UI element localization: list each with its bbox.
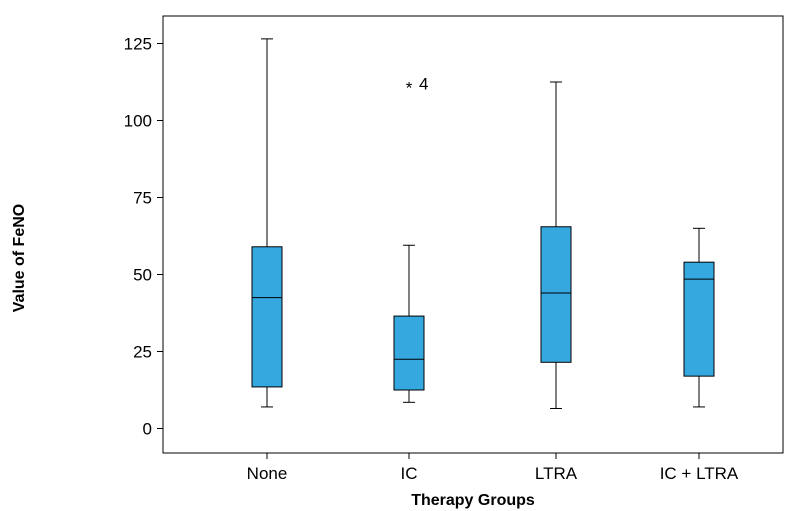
box-1 <box>393 244 425 403</box>
box-3 <box>683 227 715 408</box>
box-2 <box>540 81 572 409</box>
x-axis: None IC LTRA IC + LTRA <box>247 453 739 483</box>
y-tick-label-100: 100 <box>124 112 152 131</box>
x-tick-label-3: IC + LTRA <box>660 464 739 483</box>
outlier-marker-0: * <box>406 79 413 98</box>
box-series <box>251 38 715 409</box>
y-axis: 0 25 50 75 100 125 <box>124 35 163 439</box>
x-tick-label-1: IC <box>401 464 418 483</box>
y-tick-label-0: 0 <box>143 420 152 439</box>
box-iqr <box>393 315 425 391</box>
y-tick-label-50: 50 <box>133 266 152 285</box>
box-iqr <box>540 226 572 363</box>
box-iqr <box>683 261 715 377</box>
y-tick-label-25: 25 <box>133 343 152 362</box>
box-0 <box>251 38 283 408</box>
x-tick-label-2: LTRA <box>535 464 578 483</box>
y-tick-label-125: 125 <box>124 35 152 54</box>
x-tick-label-0: None <box>247 464 288 483</box>
y-tick-label-75: 75 <box>133 189 152 208</box>
box-iqr <box>251 246 283 388</box>
y-axis-title: Value of FeNO <box>11 204 28 312</box>
outlier-series: * 4 <box>406 75 429 98</box>
outlier-label-0: 4 <box>419 75 428 94</box>
plot-frame <box>162 15 784 454</box>
x-axis-title: Therapy Groups <box>411 492 535 509</box>
